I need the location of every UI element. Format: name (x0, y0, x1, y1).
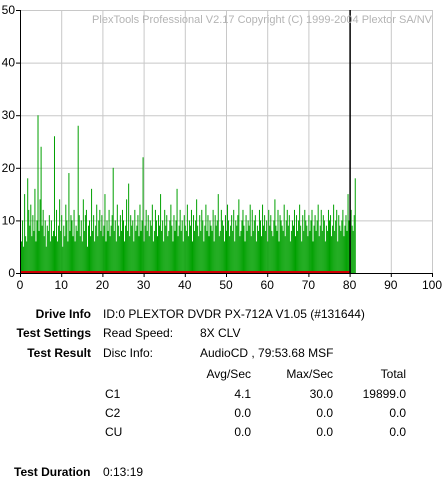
chart-axes (16, 10, 433, 277)
drive-info-label: Drive Info (35, 307, 91, 321)
row-name: C1 (105, 387, 121, 401)
row-max: 30.0 (309, 387, 333, 401)
col-max-header: Max/Sec (286, 367, 333, 381)
x-tick-label: 80 (343, 278, 357, 292)
row-avg: 4.1 (234, 387, 251, 401)
col-avg-header: Avg/Sec (206, 367, 251, 381)
read-speed-label: Read Speed: (103, 326, 174, 340)
disc-info-value: AudioCD , 79:53.68 MSF (200, 346, 334, 360)
row-max: 0.0 (316, 425, 333, 439)
x-tick-label: 20 (96, 278, 110, 292)
row-name: CU (105, 425, 123, 439)
disc-info-label: Disc Info: (103, 346, 154, 360)
chart-grid (20, 10, 433, 273)
x-tick-label: 90 (384, 278, 398, 292)
row-total: 0.0 (389, 406, 406, 420)
y-tick-label: 20 (2, 161, 16, 175)
row-total: 19899.0 (362, 387, 406, 401)
x-tick-label: 70 (302, 278, 316, 292)
row-total: 0.0 (389, 425, 406, 439)
error-rate-chart: 0 10 20 30 40 50 60 70 80 90 100 0 10 20 30 40 50 PlexTo… (2, 3, 443, 292)
tick-labels: 0 10 20 30 40 50 60 70 80 90 100 0 10 20 30 40 50 (2, 3, 443, 292)
copyright-text: PlexTools Professional V2.17 Copyright (… (92, 14, 433, 26)
x-tick-label: 100 (422, 278, 442, 292)
row-name: C2 (105, 406, 121, 420)
row-avg: 0.0 (234, 406, 251, 420)
x-tick-label: 60 (261, 278, 275, 292)
x-tick-label: 0 (17, 278, 24, 292)
x-tick-label: 40 (178, 278, 192, 292)
y-tick-label: 10 (2, 213, 16, 227)
test-duration-label: Test Duration (14, 465, 91, 479)
row-avg: 0.0 (234, 425, 251, 439)
x-tick-label: 30 (137, 278, 151, 292)
y-tick-label: 0 (8, 266, 15, 280)
c1-bars (20, 115, 356, 273)
x-tick-label: 50 (219, 278, 233, 292)
x-tick-label: 10 (55, 278, 69, 292)
drive-info-value: ID:0 PLEXTOR DVDR PX-712A V1.05 (#131644… (103, 307, 365, 321)
col-total-header: Total (380, 367, 406, 381)
test-settings-label: Test Settings (16, 326, 91, 340)
y-tick-label: 30 (2, 108, 16, 122)
test-duration-value: 0:13:19 (103, 465, 144, 479)
y-tick-label: 40 (2, 56, 16, 70)
y-tick-label: 50 (2, 3, 16, 17)
row-max: 0.0 (316, 406, 333, 420)
test-result-label: Test Result (27, 346, 91, 360)
read-speed-value: 8X CLV (200, 326, 241, 340)
